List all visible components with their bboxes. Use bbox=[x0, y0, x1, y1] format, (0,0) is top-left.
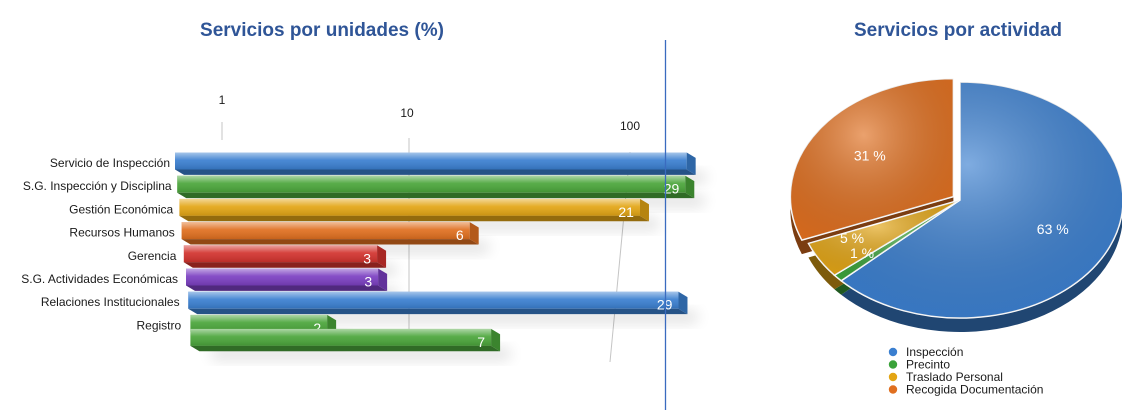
bar: 6 bbox=[181, 222, 479, 245]
legend-swatch bbox=[888, 347, 898, 357]
bar: 29 bbox=[177, 175, 695, 199]
legend-label: Recogida Documentación bbox=[906, 383, 1043, 397]
legend-item: Inspección bbox=[888, 345, 963, 359]
pie-slice-gloss bbox=[808, 200, 960, 276]
bar-gloss bbox=[179, 198, 640, 216]
pie-chart: Servicios por actividad 63 % 1 %5 % 31 % I… bbox=[789, 20, 1122, 397]
bar-bottom bbox=[181, 239, 479, 245]
bars: 29 21 6 3 3 29 2 7 bbox=[175, 152, 696, 352]
bar-end bbox=[686, 152, 696, 175]
bar: 21 bbox=[179, 198, 649, 222]
bar-bottom bbox=[177, 192, 695, 199]
pie-slice-gloss bbox=[790, 78, 954, 241]
bar-chart: Servicios por unidades (%) 1 10 100 Servic… bbox=[21, 20, 707, 363]
bar-end bbox=[678, 291, 688, 315]
bar-gloss bbox=[190, 328, 492, 346]
legend-item: Precinto bbox=[888, 358, 950, 372]
bar: 7 bbox=[190, 328, 501, 352]
pie-slice-gloss bbox=[841, 82, 1122, 318]
x-tick-label: 100 bbox=[620, 119, 640, 133]
bar-chart-title: Servicios por unidades (%) bbox=[200, 20, 444, 41]
category-label: Gerencia bbox=[128, 249, 177, 263]
legend-item: Traslado Personal bbox=[888, 370, 1003, 384]
bar-gloss bbox=[190, 314, 328, 332]
bar: 3 bbox=[186, 268, 388, 291]
pie-slice-label: 1 % bbox=[850, 245, 874, 261]
pie-slices bbox=[789, 77, 1122, 332]
bar-bottom bbox=[190, 345, 501, 352]
pie-labels: 63 % 1 %5 % 31 % bbox=[840, 148, 1069, 261]
pie-chart-title: Servicios por actividad bbox=[854, 20, 1062, 41]
bar-value-label: 29 bbox=[657, 297, 673, 313]
category-label: S.G. Actividades Económicas bbox=[21, 272, 178, 286]
legend-swatch bbox=[888, 372, 898, 382]
bar-value-label: 2 bbox=[313, 320, 321, 336]
pie-slice-label: 5 % bbox=[840, 230, 864, 246]
x-tick-label: 1 bbox=[219, 93, 226, 107]
bar-end bbox=[469, 222, 479, 245]
bar-end bbox=[685, 175, 695, 199]
legend-swatch bbox=[888, 385, 898, 394]
bar-bottom bbox=[183, 262, 387, 268]
category-label: Relaciones Institucionales bbox=[41, 295, 180, 309]
category-label: Registro bbox=[137, 318, 182, 332]
legend-label: Precinto bbox=[906, 358, 950, 372]
bar-bottom bbox=[175, 169, 696, 175]
bar-bottom bbox=[186, 285, 388, 291]
bar-end bbox=[377, 245, 387, 268]
category-label: Recursos Humanos bbox=[69, 226, 174, 240]
pie-slice-gloss bbox=[834, 200, 960, 281]
bar-end bbox=[639, 198, 649, 222]
legend-swatch bbox=[888, 360, 898, 369]
legend-label: Inspección bbox=[906, 345, 963, 359]
legend-item: Recogida Documentación bbox=[888, 383, 1043, 397]
legend-label: Traslado Personal bbox=[906, 370, 1003, 384]
bar-value-label: 6 bbox=[456, 227, 464, 243]
bar-value-label: 29 bbox=[664, 181, 680, 197]
bar-value-label: 3 bbox=[363, 250, 371, 266]
category-label: S.G. Inspección y Disciplina bbox=[23, 179, 172, 193]
category-label: Gestión Económica bbox=[69, 202, 173, 216]
bar-bottom bbox=[179, 215, 649, 222]
bar-gloss bbox=[183, 245, 378, 263]
bar-gloss bbox=[186, 268, 379, 286]
bar-gloss bbox=[175, 152, 687, 170]
bar-gloss bbox=[181, 222, 470, 240]
category-label: Servicio de Inspección bbox=[50, 156, 170, 170]
bar bbox=[175, 152, 696, 175]
bar-gloss bbox=[177, 175, 686, 193]
bar: 29 bbox=[188, 291, 688, 315]
bar: 3 bbox=[183, 245, 387, 268]
bar-bottom bbox=[188, 308, 688, 315]
bar-value-label: 21 bbox=[618, 204, 634, 220]
bar-end bbox=[491, 328, 501, 352]
bar-gloss bbox=[188, 291, 679, 309]
category-labels: Servicio de Inspección S.G. Inspección y … bbox=[21, 156, 181, 332]
pie-slice-label: 31 % bbox=[854, 148, 886, 164]
bar-value-label: 3 bbox=[364, 274, 372, 290]
bar-end bbox=[378, 268, 388, 291]
pie-slice-label: 63 % bbox=[1037, 221, 1069, 237]
x-tick-label: 10 bbox=[400, 106, 414, 120]
bar-value-label: 7 bbox=[477, 334, 485, 350]
